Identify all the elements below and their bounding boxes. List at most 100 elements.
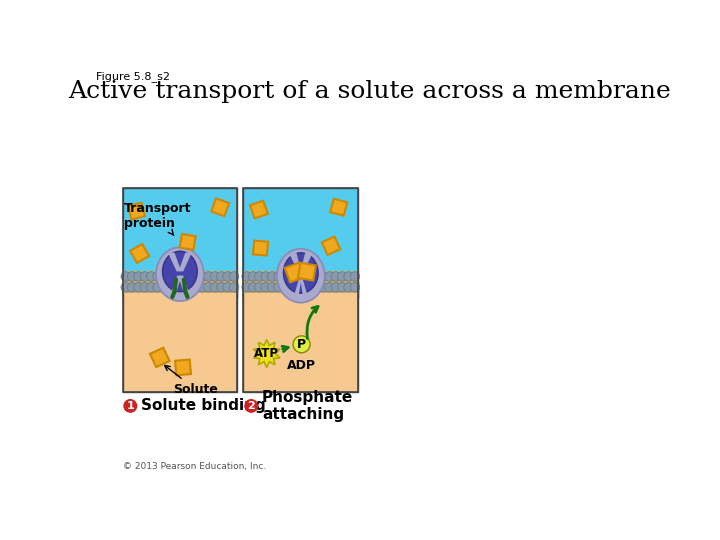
Circle shape bbox=[217, 282, 226, 292]
Polygon shape bbox=[150, 348, 169, 367]
Text: Figure 5.8_s2: Figure 5.8_s2 bbox=[96, 71, 170, 82]
Text: P: P bbox=[297, 338, 306, 351]
Circle shape bbox=[166, 282, 175, 292]
Ellipse shape bbox=[277, 249, 325, 302]
Text: © 2013 Pearson Education, Inc.: © 2013 Pearson Education, Inc. bbox=[122, 462, 266, 471]
Circle shape bbox=[121, 272, 130, 281]
Bar bbox=[122, 271, 238, 293]
Circle shape bbox=[280, 282, 289, 292]
Polygon shape bbox=[253, 240, 268, 255]
Text: ATP: ATP bbox=[254, 347, 279, 360]
Circle shape bbox=[140, 272, 150, 281]
Circle shape bbox=[127, 282, 137, 292]
Text: Solute: Solute bbox=[165, 366, 218, 396]
Bar bbox=[122, 188, 238, 298]
Circle shape bbox=[325, 282, 334, 292]
Circle shape bbox=[166, 272, 175, 281]
Circle shape bbox=[229, 272, 239, 281]
Ellipse shape bbox=[156, 247, 204, 301]
Circle shape bbox=[267, 282, 277, 292]
Circle shape bbox=[172, 282, 181, 292]
Circle shape bbox=[121, 282, 130, 292]
Polygon shape bbox=[168, 253, 192, 272]
Bar bbox=[243, 188, 358, 298]
Circle shape bbox=[280, 272, 289, 281]
Circle shape bbox=[244, 399, 258, 413]
Polygon shape bbox=[298, 263, 316, 281]
Circle shape bbox=[210, 282, 220, 292]
Circle shape bbox=[223, 282, 233, 292]
Circle shape bbox=[134, 272, 143, 281]
Circle shape bbox=[146, 272, 156, 281]
Polygon shape bbox=[179, 234, 196, 250]
Circle shape bbox=[287, 272, 296, 281]
Circle shape bbox=[153, 282, 163, 292]
Circle shape bbox=[300, 282, 309, 292]
Circle shape bbox=[223, 272, 233, 281]
Circle shape bbox=[331, 282, 341, 292]
Circle shape bbox=[242, 282, 251, 292]
Circle shape bbox=[305, 272, 315, 281]
Bar bbox=[122, 282, 238, 392]
Circle shape bbox=[210, 272, 220, 281]
Circle shape bbox=[300, 272, 309, 281]
Ellipse shape bbox=[163, 251, 197, 292]
Circle shape bbox=[293, 282, 302, 292]
Circle shape bbox=[159, 282, 168, 292]
Polygon shape bbox=[285, 262, 305, 282]
Circle shape bbox=[229, 282, 239, 292]
Circle shape bbox=[185, 272, 194, 281]
Circle shape bbox=[338, 282, 347, 292]
Circle shape bbox=[217, 272, 226, 281]
Circle shape bbox=[172, 272, 181, 281]
Circle shape bbox=[197, 282, 207, 292]
Polygon shape bbox=[211, 198, 229, 216]
Bar bbox=[243, 188, 358, 392]
Text: Phosphate
attaching: Phosphate attaching bbox=[262, 390, 354, 422]
Circle shape bbox=[261, 272, 271, 281]
Circle shape bbox=[159, 272, 168, 281]
Circle shape bbox=[204, 282, 213, 292]
Bar bbox=[243, 271, 358, 293]
Bar bbox=[243, 282, 358, 392]
Text: ADP: ADP bbox=[287, 359, 316, 372]
Circle shape bbox=[255, 272, 264, 281]
Circle shape bbox=[318, 282, 328, 292]
Polygon shape bbox=[293, 279, 308, 299]
Circle shape bbox=[312, 282, 322, 292]
Circle shape bbox=[242, 272, 251, 281]
Circle shape bbox=[204, 272, 213, 281]
Circle shape bbox=[293, 272, 302, 281]
Circle shape bbox=[123, 399, 138, 413]
Circle shape bbox=[318, 272, 328, 281]
Circle shape bbox=[350, 272, 360, 281]
Polygon shape bbox=[128, 202, 145, 220]
Text: Active transport of a solute across a membrane: Active transport of a solute across a me… bbox=[68, 80, 670, 103]
Circle shape bbox=[338, 272, 347, 281]
Text: 2: 2 bbox=[248, 401, 255, 411]
Polygon shape bbox=[250, 201, 268, 219]
Circle shape bbox=[179, 272, 188, 281]
Circle shape bbox=[191, 272, 201, 281]
Text: 1: 1 bbox=[127, 401, 134, 411]
Circle shape bbox=[261, 282, 271, 292]
Circle shape bbox=[127, 272, 137, 281]
Circle shape bbox=[191, 282, 201, 292]
Ellipse shape bbox=[284, 253, 318, 293]
Text: Transport
protein: Transport protein bbox=[124, 202, 192, 235]
Polygon shape bbox=[322, 237, 341, 255]
Bar bbox=[122, 188, 238, 392]
Circle shape bbox=[267, 272, 277, 281]
Polygon shape bbox=[169, 275, 191, 299]
Circle shape bbox=[248, 272, 258, 281]
Text: Solute binding: Solute binding bbox=[141, 399, 266, 414]
Circle shape bbox=[274, 282, 283, 292]
Polygon shape bbox=[130, 244, 149, 263]
Circle shape bbox=[350, 282, 360, 292]
Circle shape bbox=[185, 282, 194, 292]
Circle shape bbox=[274, 272, 283, 281]
Polygon shape bbox=[253, 340, 280, 367]
Circle shape bbox=[325, 272, 334, 281]
Circle shape bbox=[179, 282, 188, 292]
Circle shape bbox=[344, 282, 354, 292]
